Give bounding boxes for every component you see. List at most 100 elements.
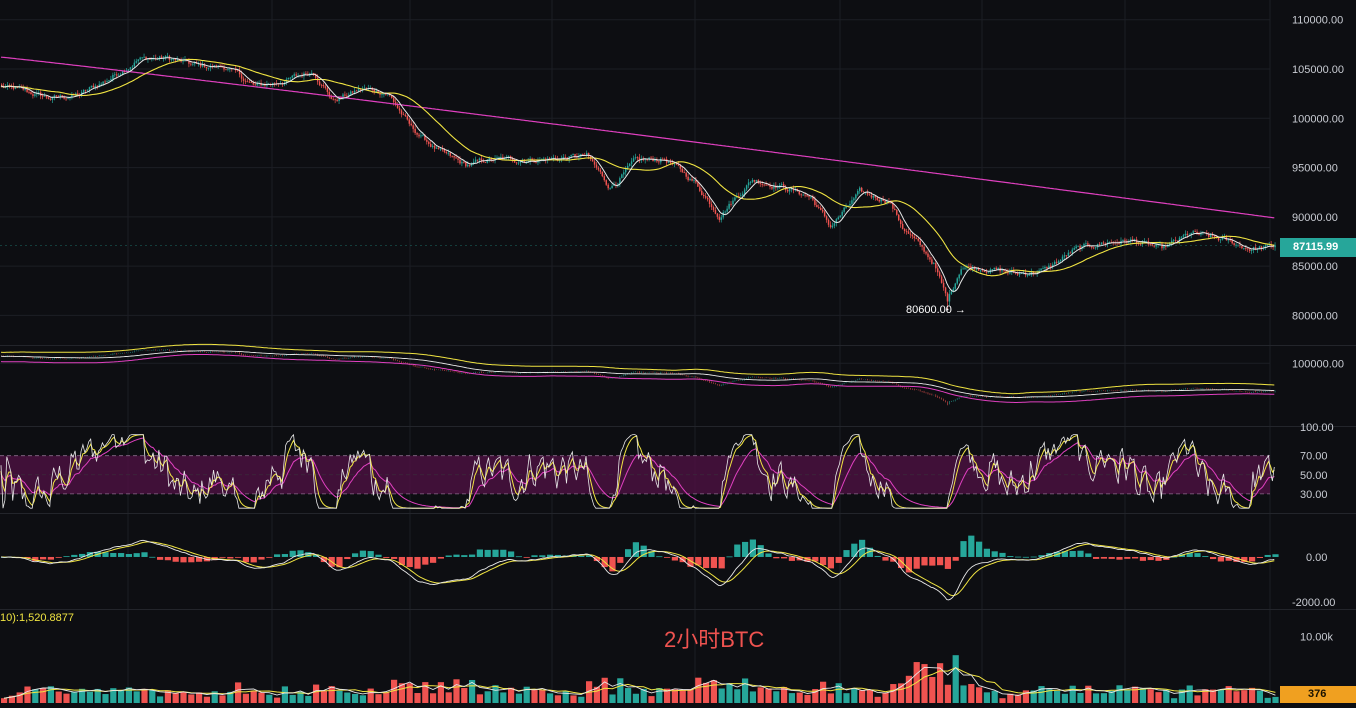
- volume-bar: [773, 691, 780, 703]
- macd-histogram-bar: [874, 555, 881, 557]
- candle-body: [332, 98, 334, 100]
- macd-histogram-bar: [149, 556, 156, 558]
- candle-body: [1005, 271, 1007, 272]
- candle-body: [133, 62, 136, 67]
- volume-bar: [734, 689, 741, 703]
- macd-histogram-bar: [671, 556, 678, 561]
- volume-bar: [937, 663, 944, 703]
- candle-body: [65, 98, 67, 100]
- candle-body: [1133, 239, 1136, 241]
- candle-body: [554, 157, 557, 159]
- candle-body: [182, 60, 184, 62]
- candle-body: [1001, 270, 1003, 272]
- volume-bar: [1077, 692, 1084, 703]
- candle-body: [433, 145, 436, 149]
- macd-histogram-bar: [196, 556, 203, 562]
- volume-bar: [71, 691, 78, 703]
- volume-bar: [1210, 689, 1217, 703]
- macd-histogram-bar: [898, 556, 905, 569]
- volume-bar: [102, 694, 109, 703]
- candle-body: [896, 209, 898, 215]
- macd-histogram-bar: [1116, 556, 1123, 560]
- volume-bar: [781, 686, 788, 703]
- candle-body: [782, 184, 785, 188]
- volume-bar: [874, 696, 881, 703]
- candle-body: [626, 165, 629, 169]
- candle-body: [570, 155, 572, 157]
- candle-body: [110, 78, 112, 81]
- macd-histogram-bar: [227, 556, 234, 559]
- macd-histogram-bar: [1108, 556, 1115, 559]
- candle-body: [675, 163, 678, 165]
- candle-body: [1118, 243, 1120, 245]
- macd-histogram-bar: [648, 551, 655, 557]
- candle-body: [443, 149, 446, 152]
- volume-bar: [1124, 689, 1131, 703]
- candle-body: [597, 167, 600, 170]
- volume-bar: [1085, 685, 1092, 703]
- candle-body: [1044, 266, 1046, 269]
- candle-body: [841, 211, 843, 216]
- macd-histogram-bar: [703, 556, 710, 569]
- candle-body: [669, 161, 672, 164]
- candle-body: [952, 288, 955, 292]
- volume-bar: [203, 696, 210, 703]
- rsi-slow-line: [0, 437, 1275, 509]
- candle-body: [24, 89, 26, 90]
- candle-body: [248, 81, 251, 83]
- macd-histogram-bar: [422, 556, 429, 565]
- candle-body: [1003, 270, 1005, 272]
- candle-body: [798, 191, 801, 195]
- candle-body: [1213, 235, 1216, 237]
- candle-body: [730, 203, 732, 205]
- candle-body: [804, 194, 806, 196]
- candle-body: [1110, 242, 1113, 243]
- volume-bar: [1178, 689, 1185, 703]
- macd-histogram-bar: [1249, 556, 1256, 562]
- candle-body: [34, 94, 36, 96]
- candle-body: [295, 74, 297, 76]
- candle-body: [593, 161, 596, 165]
- candle-body: [98, 84, 100, 87]
- candle-body: [664, 159, 666, 160]
- candle-body: [572, 154, 574, 156]
- macd-histogram-bar: [79, 553, 86, 557]
- candle-body: [170, 59, 173, 61]
- volume-bar: [1186, 685, 1193, 703]
- volume-bar: [508, 687, 515, 703]
- candle-body: [293, 74, 295, 76]
- volume-bar: [1241, 690, 1248, 703]
- candle-body: [714, 210, 717, 214]
- candle-body: [866, 192, 869, 195]
- candle-body: [691, 178, 693, 181]
- volume-bar: [547, 693, 554, 703]
- candle-body: [1229, 239, 1231, 241]
- candle-body: [749, 182, 752, 183]
- volume-bar: [110, 688, 117, 703]
- volume-ma-slow-line: [3, 667, 1276, 699]
- macd-histogram-bar: [921, 556, 928, 566]
- macd-histogram-bar: [640, 545, 647, 557]
- macd-histogram-bar: [1264, 554, 1271, 557]
- candle-body: [400, 110, 403, 115]
- macd-histogram-bar: [1077, 550, 1084, 557]
- candle-body: [402, 114, 405, 116]
- candle-body: [683, 172, 685, 174]
- volume-bar: [601, 677, 608, 703]
- candle-body: [859, 187, 861, 191]
- candle-body: [350, 91, 352, 95]
- candle-body: [336, 99, 338, 102]
- candle-body: [1124, 239, 1126, 241]
- candle-body: [51, 97, 54, 100]
- macd-histogram-bar: [1233, 556, 1240, 562]
- candle-body: [802, 194, 804, 196]
- macd-histogram-bar: [609, 556, 616, 572]
- candle-body: [1065, 255, 1068, 257]
- volume-bar: [476, 694, 483, 703]
- macd-histogram-bar: [250, 556, 257, 563]
- macd-histogram-bar: [266, 556, 273, 558]
- candle-body: [833, 223, 836, 226]
- volume-bar: [258, 692, 265, 703]
